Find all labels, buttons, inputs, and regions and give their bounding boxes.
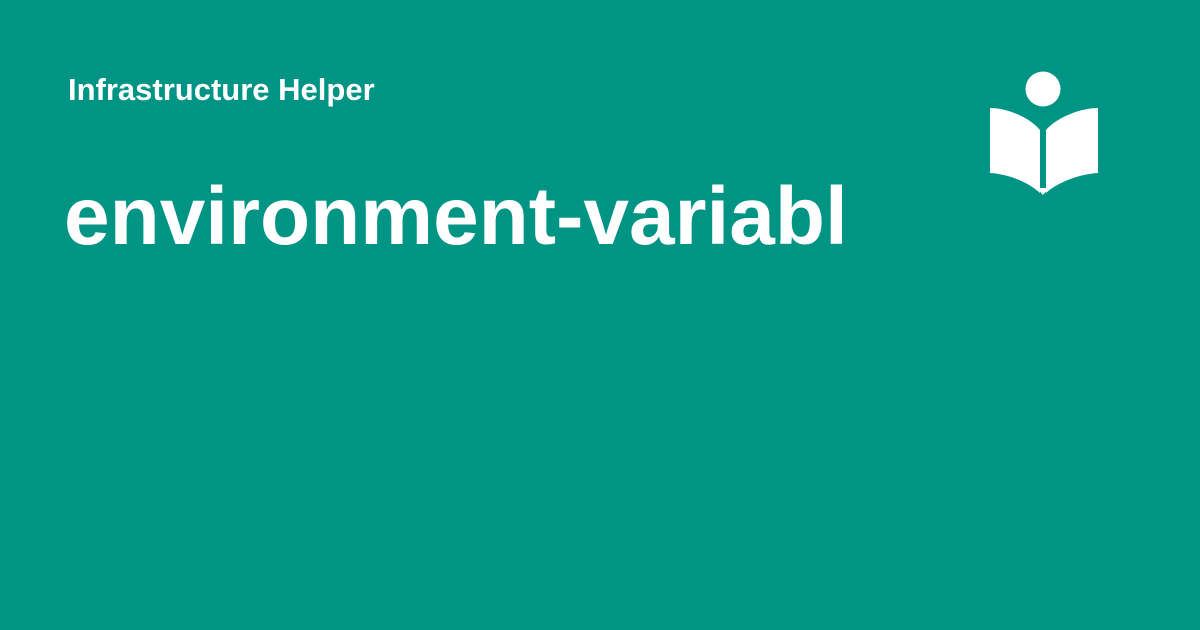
site-name: Infrastructure Helper (68, 72, 375, 107)
reader-book-icon (990, 71, 1098, 195)
logo (988, 70, 1100, 198)
page-title: environment-variabl (64, 171, 848, 262)
